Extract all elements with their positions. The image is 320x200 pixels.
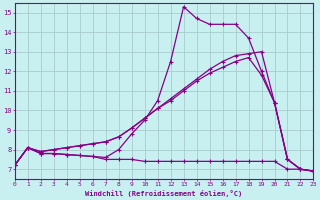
X-axis label: Windchill (Refroidissement éolien,°C): Windchill (Refroidissement éolien,°C)	[85, 190, 243, 197]
